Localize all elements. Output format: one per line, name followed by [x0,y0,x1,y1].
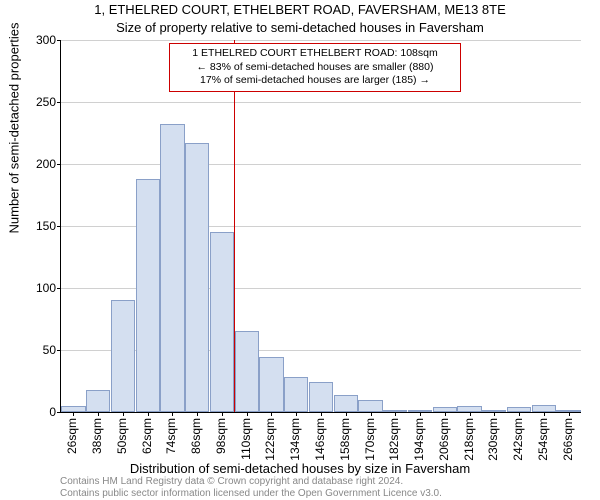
histogram-bar [433,407,457,412]
chart-subtitle: Size of property relative to semi-detach… [0,20,600,35]
x-axis-label: Distribution of semi-detached houses by … [0,461,600,476]
annotation-box: 1 ETHELRED COURT ETHELBERT ROAD: 108sqm … [169,43,461,92]
histogram-bar [61,406,85,412]
ytick-label: 100 [16,281,56,295]
xtick-label: 62sqm [140,418,154,454]
xtick-mark [445,412,446,416]
xtick-label: 158sqm [338,418,352,461]
plot-area: 1 ETHELRED COURT ETHELBERT ROAD: 108sqm … [60,40,581,413]
xtick-label: 122sqm [263,418,277,461]
xtick-label: 218sqm [462,418,476,461]
ytick-label: 50 [16,343,56,357]
xtick-mark [98,412,99,416]
xtick-label: 98sqm [214,418,228,454]
xtick-label: 134sqm [288,418,302,461]
xtick-mark [395,412,396,416]
xtick-mark [519,412,520,416]
copyright-notice: Contains HM Land Registry data © Crown c… [60,476,442,500]
histogram-bar [383,410,407,412]
ytick-label: 300 [16,33,56,47]
annotation-line3: 17% of semi-detached houses are larger (… [176,74,454,88]
xtick-mark [569,412,570,416]
histogram-bar [210,232,234,412]
xtick-mark [222,412,223,416]
copyright-line2: Contains public sector information licen… [60,488,442,500]
copyright-line1: Contains HM Land Registry data © Crown c… [60,476,442,488]
bars-group [61,40,581,412]
ytick-label: 0 [16,405,56,419]
property-size-histogram: 1, ETHELRED COURT, ETHELBERT ROAD, FAVER… [0,0,600,500]
histogram-bar [532,405,556,412]
xtick-label: 146sqm [313,418,327,461]
histogram-bar [334,395,358,412]
xtick-mark [197,412,198,416]
annotation-line2: ← 83% of semi-detached houses are smalle… [176,61,454,75]
histogram-bar [259,357,283,412]
histogram-bar [235,331,259,412]
xtick-label: 242sqm [511,418,525,461]
xtick-mark [544,412,545,416]
ytick-label: 250 [16,95,56,109]
ytick-mark [57,412,61,413]
reference-line [234,40,235,412]
histogram-bar [408,410,432,412]
xtick-label: 50sqm [115,418,129,454]
xtick-mark [247,412,248,416]
xtick-label: 194sqm [412,418,426,461]
xtick-label: 230sqm [486,418,500,461]
xtick-label: 86sqm [189,418,203,454]
xtick-mark [371,412,372,416]
histogram-bar [284,377,308,412]
xtick-label: 206sqm [437,418,451,461]
annotation-line1: 1 ETHELRED COURT ETHELBERT ROAD: 108sqm [176,47,454,61]
ytick-label: 200 [16,157,56,171]
xtick-label: 38sqm [90,418,104,454]
ytick-label: 150 [16,219,56,233]
histogram-bar [482,410,506,412]
histogram-bar [309,382,333,412]
histogram-bar [185,143,209,412]
histogram-bar [86,390,110,412]
xtick-label: 74sqm [164,418,178,454]
xtick-mark [73,412,74,416]
xtick-mark [470,412,471,416]
xtick-label: 26sqm [65,418,79,454]
xtick-mark [123,412,124,416]
histogram-bar [457,406,481,412]
histogram-bar [556,410,580,412]
histogram-bar [507,407,531,412]
xtick-mark [148,412,149,416]
xtick-mark [172,412,173,416]
histogram-bar [111,300,135,412]
xtick-mark [321,412,322,416]
xtick-mark [271,412,272,416]
xtick-label: 182sqm [387,418,401,461]
xtick-mark [346,412,347,416]
histogram-bar [136,179,160,412]
chart-title: 1, ETHELRED COURT, ETHELBERT ROAD, FAVER… [0,2,600,17]
xtick-label: 110sqm [239,418,253,460]
xtick-mark [420,412,421,416]
histogram-bar [358,400,382,412]
histogram-bar [160,124,184,412]
xtick-label: 266sqm [561,418,575,461]
xtick-label: 254sqm [536,418,550,461]
xtick-mark [296,412,297,416]
xtick-mark [494,412,495,416]
xtick-label: 170sqm [363,418,377,461]
